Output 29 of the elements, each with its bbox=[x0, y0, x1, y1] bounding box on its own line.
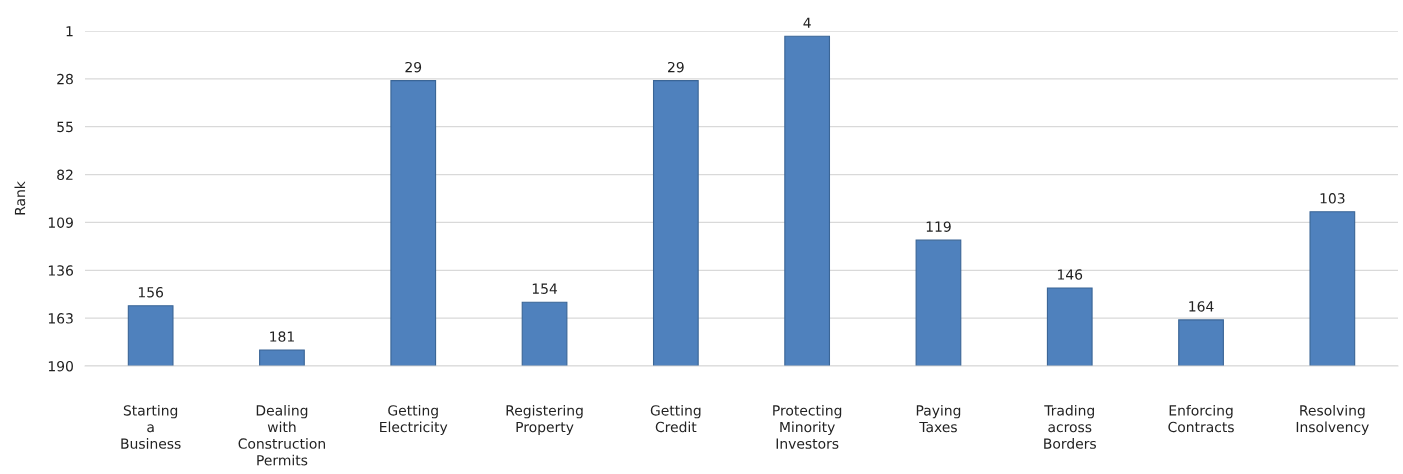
data-label: 156 bbox=[138, 286, 164, 298]
x-tick-label: Paying Taxes bbox=[916, 404, 961, 433]
y-tick-label: 190 bbox=[48, 360, 73, 372]
x-tick-label: Registering Property bbox=[506, 404, 583, 435]
data-label: 29 bbox=[405, 61, 422, 73]
y-tick-label: 55 bbox=[57, 121, 73, 133]
data-label: 164 bbox=[1189, 301, 1214, 312]
x-tick-label: Getting Credit bbox=[650, 404, 701, 433]
data-label: 146 bbox=[1058, 269, 1083, 280]
x-tick-label: Starting a Business bbox=[121, 404, 181, 449]
x-tick-label: Getting Electricity bbox=[380, 404, 448, 435]
data-label: 4 bbox=[803, 17, 811, 28]
x-tick-label: Trading across Borders bbox=[1044, 404, 1096, 449]
y-tick-label: 1 bbox=[66, 26, 73, 37]
x-tick-label: Enforcing Contracts bbox=[1168, 404, 1234, 433]
x-tick-label: Protecting Minority Investors bbox=[773, 404, 842, 449]
y-axis-title: Rank bbox=[14, 181, 26, 215]
data-label: 103 bbox=[1320, 193, 1345, 204]
y-tick-label: 163 bbox=[48, 313, 73, 324]
y-tick-label: 28 bbox=[57, 73, 73, 85]
x-tick-label: Resolving Insolvency bbox=[1296, 404, 1369, 435]
data-label: 29 bbox=[668, 61, 684, 73]
y-tick-label: 109 bbox=[48, 217, 73, 228]
x-tick-label: Dealing with Construction Permits bbox=[238, 404, 325, 466]
data-label: 119 bbox=[926, 221, 951, 232]
data-label: 181 bbox=[270, 331, 294, 342]
y-tick-label: 82 bbox=[57, 169, 73, 181]
data-label: 154 bbox=[532, 283, 558, 294]
y-tick-label: 136 bbox=[48, 265, 74, 276]
